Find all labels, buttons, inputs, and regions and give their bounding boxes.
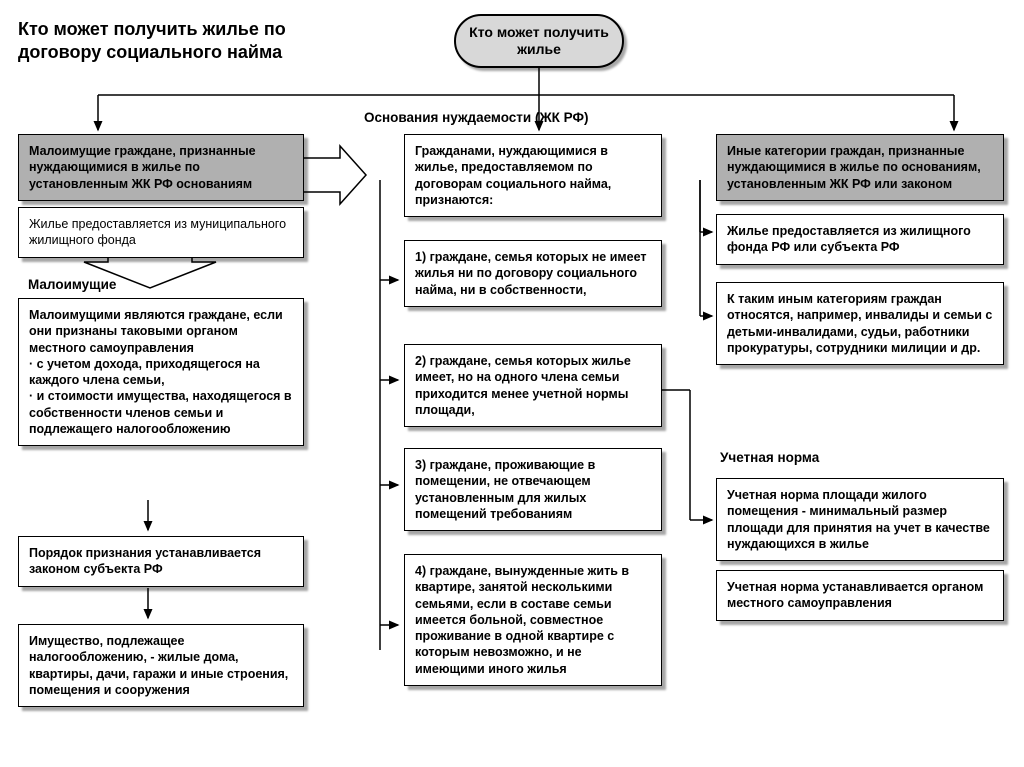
- left-top-dark: Малоимущие граждане, признанные нуждающи…: [18, 134, 304, 201]
- left-label: Малоимущие: [28, 277, 116, 292]
- center-n4: 4) граждане, вынужденные жить в квартире…: [404, 554, 662, 686]
- left-order: Порядок признания устанавливается законо…: [18, 536, 304, 587]
- center-n1: 1) граждане, семья которых не имеет жиль…: [404, 240, 662, 307]
- center-intro: Гражданами, нуждающимися в жилье, предос…: [404, 134, 662, 217]
- right-norm1: Учетная норма площади жилого помещения -…: [716, 478, 1004, 561]
- center-n2: 2) граждане, семья которых жилье имеет, …: [404, 344, 662, 427]
- center-heading: Основания нуждаемости (ЖК РФ): [364, 110, 589, 125]
- left-property: Имущество, подлежащее налогообложению, -…: [18, 624, 304, 707]
- big-arrow-right: [300, 140, 370, 210]
- left-fund: Жилье предоставляется из муниципального …: [18, 207, 304, 258]
- page-title: Кто может получить жилье по договору соц…: [18, 18, 348, 65]
- right-label: Учетная норма: [720, 450, 819, 465]
- center-n3: 3) граждане, проживающие в помещении, не…: [404, 448, 662, 531]
- right-categories: К таким иным категориям граждан относятс…: [716, 282, 1004, 365]
- left-criteria: Малоимущими являются граждане, если они …: [18, 298, 304, 446]
- right-fund: Жилье предоставляется из жилищного фонда…: [716, 214, 1004, 265]
- right-top-dark: Иные категории граждан, признанные нужда…: [716, 134, 1004, 201]
- root-node: Кто может получить жилье: [454, 14, 624, 68]
- right-norm2: Учетная норма устанавливается органом ме…: [716, 570, 1004, 621]
